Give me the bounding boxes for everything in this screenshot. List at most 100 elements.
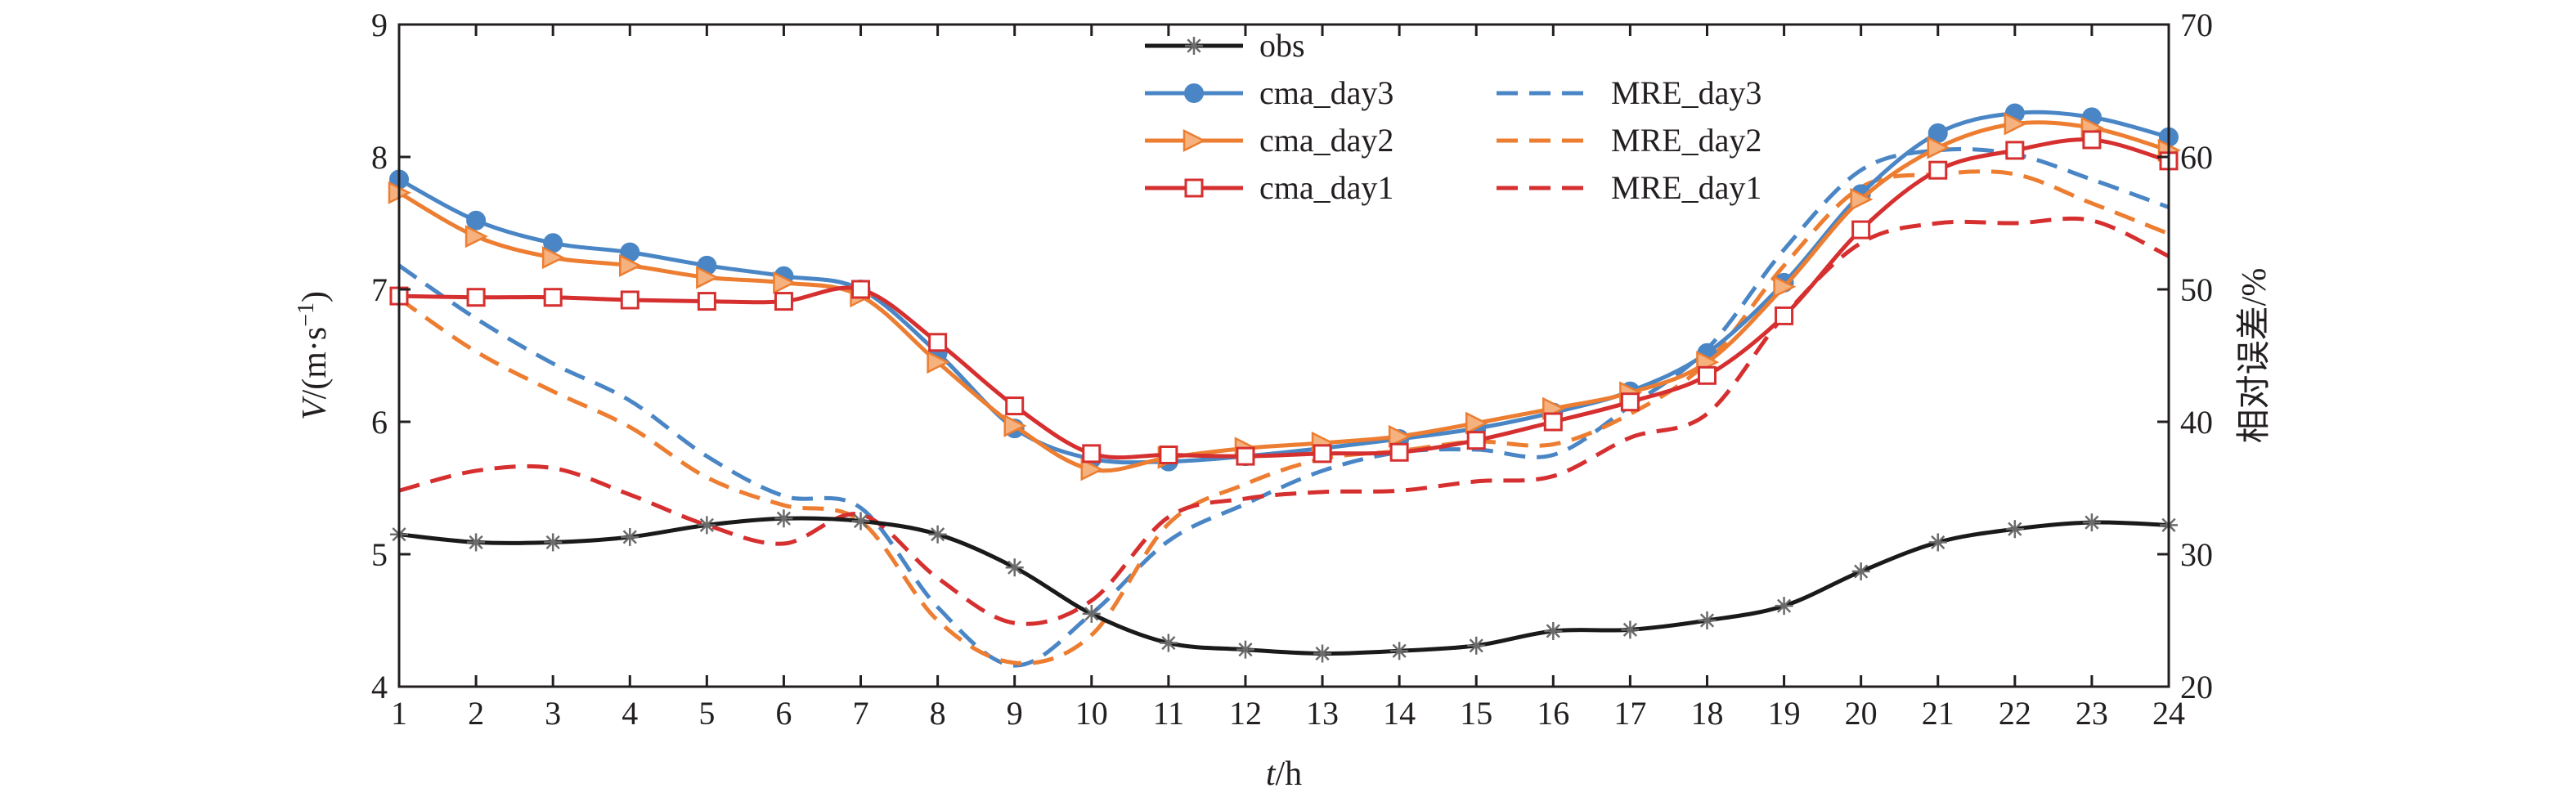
x-tick-label: 19 [1768,695,1801,732]
data-point [1927,136,1950,159]
data-point [1544,621,1563,640]
legend-swatch-marker [1185,37,1203,55]
data-point [698,516,716,535]
data-point [1928,160,1948,180]
y-right-tick-label: 50 [2180,271,2213,308]
y-right-axis-title: 相对误差/% [2236,268,2273,444]
data-point [1005,558,1024,577]
data-point [1466,431,1486,450]
data-point [928,525,947,544]
data-point [1159,634,1178,652]
data-point [1236,446,1255,466]
y-left-tick-label: 6 [371,404,388,441]
asterisk-stroke [2085,515,2099,530]
x-tick-label: 20 [1845,695,1878,732]
data-point [1313,644,1332,663]
asterisk-stroke [469,535,483,550]
legend-label: cma_day2 [1259,122,1393,159]
asterisk-stroke [699,517,714,532]
x-tick-label: 24 [2152,695,2185,732]
legend-swatch-marker [1183,128,1206,153]
legend-item-cma-day2: cma_day2 [1145,122,1393,159]
legend-item-cma-day3: cma_day3 [1145,74,1393,111]
y-right-tick-label: 60 [2180,139,2213,176]
asterisk-stroke [1469,638,1483,653]
data-point [2082,513,2101,532]
x-tick-label: 3 [545,695,561,732]
legend-label: MRE_day1 [1611,169,1761,206]
data-point [696,266,720,289]
x-axis-title-unit: /h [1276,755,1303,793]
data-point [464,225,488,249]
legend-item-mre-day1: MRE_day1 [1497,169,1761,206]
asterisk-stroke [1315,646,1330,661]
y-left-axis-title: V/(m·s−1) [294,291,334,420]
data-point [851,280,871,299]
legend-item-mre-day2: MRE_day2 [1497,122,1761,159]
series-cma-day3 [389,103,2179,472]
asterisk-stroke [1622,622,1637,637]
x-tick-label: 6 [775,695,792,732]
data-point [467,533,486,552]
data-point [851,512,870,531]
legend-item-mre-day3: MRE_day3 [1497,74,1761,111]
y-left-tick-label: 9 [371,7,388,43]
x-tick-label: 21 [1922,695,1954,732]
y-left-axis-title-close: ) [296,291,334,302]
legend-label: cma_day3 [1259,74,1393,111]
data-point [1465,411,1489,435]
asterisk-stroke [1161,635,1176,651]
asterisk-stroke [931,527,945,542]
x-tick-label: 5 [698,695,715,732]
x-tick-label: 10 [1075,695,1108,732]
data-point [541,246,565,270]
data-point [2005,520,2024,539]
series-obs [390,509,2178,663]
asterisk-stroke [1084,607,1099,621]
legend-swatch-marker [1184,178,1204,198]
data-point [1159,446,1178,464]
x-tick-label: 4 [622,695,638,732]
asterisk-stroke [622,530,637,544]
data-point [543,288,563,307]
x-tick-label: 23 [2076,695,2108,732]
asterisk-stroke [1238,643,1253,657]
y-right-tick-label: 40 [2180,404,2213,441]
y-left-axis-title-unit: /(m·s [296,327,334,400]
series-cma-day1 [389,130,2179,466]
y-left-tick-label: 4 [371,669,388,705]
asterisk-stroke [1008,560,1022,575]
asterisk-stroke [1776,598,1792,613]
y-left-axis-title-italic: V [296,396,334,420]
y-right-tick-label: 30 [2180,536,2213,573]
data-point [2005,141,2025,160]
data-point [1620,392,1640,412]
asterisk-stroke [1699,613,1715,628]
asterisk-stroke [776,511,792,526]
x-tick-label: 1 [391,695,407,732]
data-point [466,288,486,307]
x-tick-label: 2 [468,695,484,732]
data-point [619,253,643,277]
data-point [1005,396,1025,416]
x-tick-label: 7 [853,695,869,732]
x-tick-label: 13 [1306,695,1339,732]
data-point [1928,533,1947,552]
x-tick-label: 17 [1613,695,1646,732]
data-point [1467,636,1486,655]
legend-label: obs [1259,27,1305,64]
data-point [1697,365,1717,385]
data-point [1082,444,1102,463]
x-axis-title: t/h [1266,755,1302,793]
legend-label: MRE_day2 [1611,122,1761,159]
data-point [1851,562,1870,581]
data-point [544,533,563,552]
data-point [1313,444,1332,463]
series-layer [388,103,2181,668]
data-point [1775,306,1794,325]
data-point [1773,275,1797,298]
legend-item-cma-day1: cma_day1 [1145,169,1393,206]
x-tick-label: 8 [930,695,946,732]
series-mre-day2 [397,169,2170,665]
asterisk-stroke [853,513,868,529]
